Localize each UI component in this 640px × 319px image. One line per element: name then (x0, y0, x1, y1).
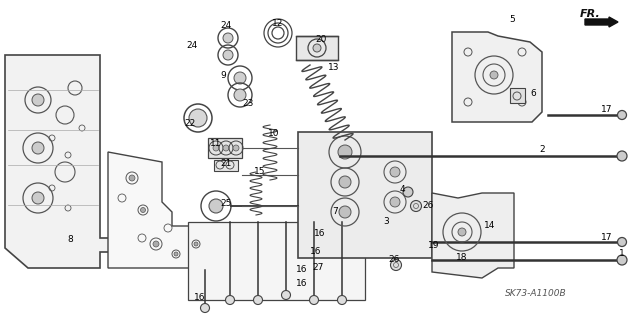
Text: 21: 21 (220, 159, 232, 167)
Text: 16: 16 (195, 293, 205, 301)
Circle shape (194, 242, 198, 246)
Polygon shape (108, 152, 222, 268)
Circle shape (618, 238, 627, 247)
Circle shape (253, 295, 262, 305)
Text: 4: 4 (399, 186, 405, 195)
Circle shape (390, 167, 400, 177)
Text: 7: 7 (332, 207, 338, 217)
Circle shape (223, 145, 229, 151)
Circle shape (490, 71, 498, 79)
Polygon shape (452, 32, 542, 122)
Polygon shape (188, 222, 365, 300)
Text: 16: 16 (314, 229, 326, 239)
Text: 10: 10 (268, 129, 280, 137)
Circle shape (410, 201, 422, 211)
Polygon shape (298, 132, 432, 258)
Text: 25: 25 (220, 198, 232, 207)
Text: 23: 23 (243, 99, 253, 108)
Bar (510, 88, 525, 103)
Text: 27: 27 (312, 263, 324, 272)
Text: 6: 6 (530, 90, 536, 99)
Text: 24: 24 (220, 21, 232, 31)
Polygon shape (432, 193, 514, 278)
Circle shape (617, 255, 627, 265)
Circle shape (209, 199, 223, 213)
Text: 11: 11 (211, 138, 221, 147)
Circle shape (337, 295, 346, 305)
Circle shape (213, 145, 219, 151)
Circle shape (200, 303, 209, 313)
Text: 16: 16 (310, 248, 322, 256)
Circle shape (618, 110, 627, 120)
Circle shape (390, 197, 400, 207)
Text: 2: 2 (539, 145, 545, 154)
Circle shape (189, 109, 207, 127)
Circle shape (223, 33, 233, 43)
Circle shape (141, 207, 145, 212)
Bar (296, 36, 338, 60)
Text: 9: 9 (220, 71, 226, 80)
Circle shape (313, 44, 321, 52)
Text: 17: 17 (601, 234, 612, 242)
Circle shape (32, 94, 44, 106)
Polygon shape (5, 55, 112, 268)
Text: 16: 16 (296, 279, 308, 288)
Circle shape (339, 176, 351, 188)
Circle shape (617, 151, 627, 161)
Text: 1: 1 (619, 249, 625, 258)
Text: 3: 3 (383, 218, 389, 226)
Circle shape (174, 252, 178, 256)
Circle shape (153, 241, 159, 247)
Circle shape (233, 145, 239, 151)
Circle shape (403, 187, 413, 197)
Text: 5: 5 (509, 16, 515, 25)
Text: SK73-A1100B: SK73-A1100B (505, 290, 567, 299)
Text: 22: 22 (184, 118, 196, 128)
Text: FR.: FR. (580, 9, 600, 19)
Circle shape (129, 175, 135, 181)
Text: 8: 8 (67, 235, 73, 244)
Bar (208, 138, 242, 158)
Circle shape (223, 50, 233, 60)
Circle shape (282, 291, 291, 300)
Text: 18: 18 (456, 254, 468, 263)
Circle shape (458, 228, 466, 236)
Circle shape (234, 89, 246, 101)
Circle shape (32, 192, 44, 204)
Circle shape (339, 206, 351, 218)
Text: 15: 15 (254, 167, 266, 176)
Text: 13: 13 (328, 63, 340, 72)
Text: 12: 12 (272, 19, 284, 27)
Text: 20: 20 (316, 35, 326, 44)
Text: 16: 16 (296, 265, 308, 275)
FancyArrow shape (585, 17, 618, 27)
Bar (214, 160, 238, 171)
Text: 17: 17 (601, 106, 612, 115)
Text: 19: 19 (428, 241, 440, 250)
Circle shape (338, 145, 352, 159)
Circle shape (234, 72, 246, 84)
Text: 14: 14 (484, 221, 496, 231)
Circle shape (225, 295, 234, 305)
Circle shape (390, 259, 401, 271)
Text: 26: 26 (422, 201, 434, 210)
Circle shape (310, 295, 319, 305)
Text: 26: 26 (388, 256, 400, 264)
Text: 24: 24 (186, 41, 198, 50)
Circle shape (32, 142, 44, 154)
